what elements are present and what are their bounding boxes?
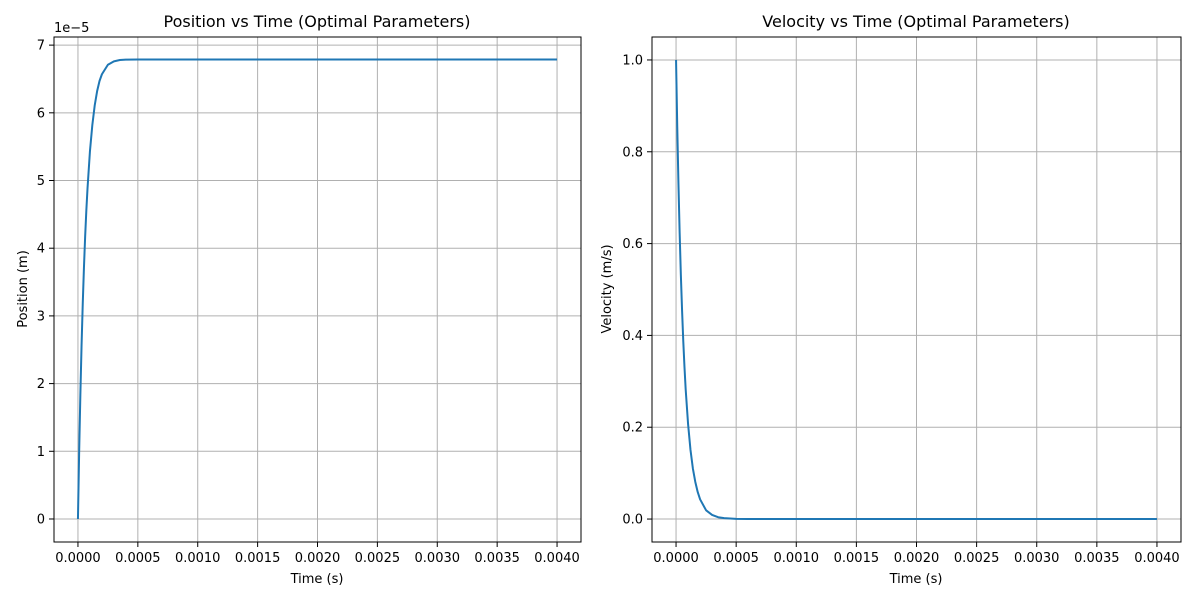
- velocity-x-tick-label: 0.0005: [713, 551, 759, 566]
- position-chart: 0.0000 0.0005 0.0010 0.0015 0.0020 0.0025 0.00…: [16, 12, 582, 587]
- position-x-tick-label: 0.0040: [534, 551, 580, 566]
- velocity-x-tick-label: 0.0035: [1074, 551, 1120, 566]
- position-x-tick-label: 0.0030: [415, 551, 461, 566]
- position-series-line: [76, 58, 558, 519]
- position-x-tick-label: 0.0015: [235, 551, 281, 566]
- velocity-y-axis-label: Velocity (m/s): [600, 244, 615, 333]
- position-x-tick-label: 0.0010: [175, 551, 221, 566]
- velocity-chart: 0.0000 0.0005 0.0010 0.0015 0.0020 0.0025 0.00…: [600, 12, 1182, 587]
- position-y-offset-label: 1e−5: [54, 21, 89, 36]
- velocity-grid: [652, 37, 1181, 542]
- position-y-axis-label: Position (m): [16, 250, 31, 328]
- velocity-x-axis-label: Time (s): [889, 572, 943, 587]
- velocity-series-line: [675, 59, 1157, 521]
- velocity-y-tick-label: 0.2: [622, 421, 643, 436]
- position-x-axis-label: Time (s): [290, 572, 344, 587]
- velocity-x-tick-label: 0.0030: [1014, 551, 1060, 566]
- velocity-y-tick-label: 0.4: [622, 329, 643, 344]
- position-y-tick-label: 7: [37, 39, 45, 54]
- velocity-x-tick-label: 0.0015: [834, 551, 880, 566]
- velocity-x-tick-label: 0.0025: [954, 551, 1000, 566]
- position-x-tick-label: 0.0020: [295, 551, 341, 566]
- position-x-tick-label: 0.0005: [115, 551, 161, 566]
- velocity-y-tick-label: 1.0: [622, 53, 643, 68]
- position-series-layer: [76, 58, 558, 519]
- position-chart-title: Position vs Time (Optimal Parameters): [164, 12, 471, 31]
- position-x-tick-label: 0.0035: [474, 551, 520, 566]
- velocity-x-tick-label: 0.0010: [774, 551, 820, 566]
- position-y-tick-label: 4: [37, 242, 45, 257]
- velocity-y-tick-label: 0.8: [622, 145, 643, 160]
- velocity-series-layer: [675, 59, 1157, 521]
- position-y-tick-label: 2: [37, 377, 45, 392]
- velocity-chart-title: Velocity vs Time (Optimal Parameters): [762, 12, 1069, 31]
- position-y-tick-label: 0: [37, 512, 45, 527]
- velocity-x-tick-label: 0.0020: [894, 551, 940, 566]
- velocity-y-tick-label: 0.6: [622, 237, 643, 252]
- position-y-tick-label: 3: [37, 309, 45, 324]
- position-y-tick-label: 6: [37, 106, 45, 121]
- velocity-x-tick-label: 0.0000: [653, 551, 699, 566]
- position-y-tick-label: 5: [37, 174, 45, 189]
- position-grid: [54, 37, 581, 542]
- velocity-x-tick-label: 0.0040: [1134, 551, 1180, 566]
- position-x-tick-label: 0.0000: [55, 551, 101, 566]
- position-ticks: 0.0000 0.0005 0.0010 0.0015 0.0020 0.0025 0.00…: [37, 39, 580, 566]
- position-y-tick-label: 1: [37, 445, 45, 460]
- velocity-ticks: 0.0000 0.0005 0.0010 0.0015 0.0020 0.0025 0.00…: [622, 53, 1179, 566]
- position-x-tick-label: 0.0025: [355, 551, 401, 566]
- velocity-y-tick-label: 0.0: [622, 513, 643, 528]
